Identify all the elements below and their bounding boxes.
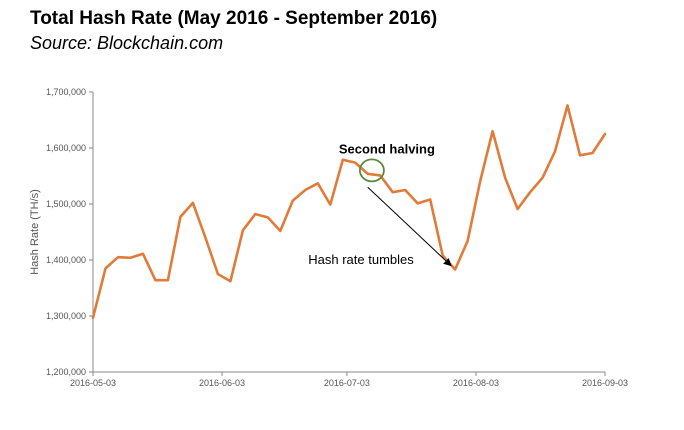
x-tick-label: 2016-09-03 xyxy=(582,378,628,388)
halving-circle-marker xyxy=(358,158,385,183)
y-tick-label: 1,700,000 xyxy=(46,87,86,97)
annotations: Second halving Hash rate tumbles xyxy=(308,141,452,267)
y-tick-label: 1,400,000 xyxy=(46,255,86,265)
x-tick-label: 2016-07-03 xyxy=(324,378,370,388)
y-axis-label: Hash Rate (TH/s) xyxy=(29,189,41,275)
chart-subtitle: Source: Blockchain.com xyxy=(30,33,224,53)
y-tick-label: 1,500,000 xyxy=(46,199,86,209)
hash-rate-series-line xyxy=(91,104,607,320)
x-tick-label: 2016-05-03 xyxy=(70,378,116,388)
y-tick-label: 1,300,000 xyxy=(46,311,86,321)
hash-rate-arrow xyxy=(367,186,452,267)
axes: 1,200,000 1,300,000 1,400,000 1,500,000 1,60… xyxy=(46,87,628,388)
annotation-hash-rate-tumbles: Hash rate tumbles xyxy=(308,252,414,267)
x-tick-label: 2016-06-03 xyxy=(199,378,245,388)
series-line-layer xyxy=(91,104,607,320)
annotation-second-halving: Second halving xyxy=(339,141,435,156)
x-tick-label: 2016-08-03 xyxy=(453,378,499,388)
y-tick-label: 1,600,000 xyxy=(46,143,86,153)
y-tick-label: 1,200,000 xyxy=(46,367,86,377)
chart-title: Total Hash Rate (May 2016 - September 20… xyxy=(30,8,438,29)
